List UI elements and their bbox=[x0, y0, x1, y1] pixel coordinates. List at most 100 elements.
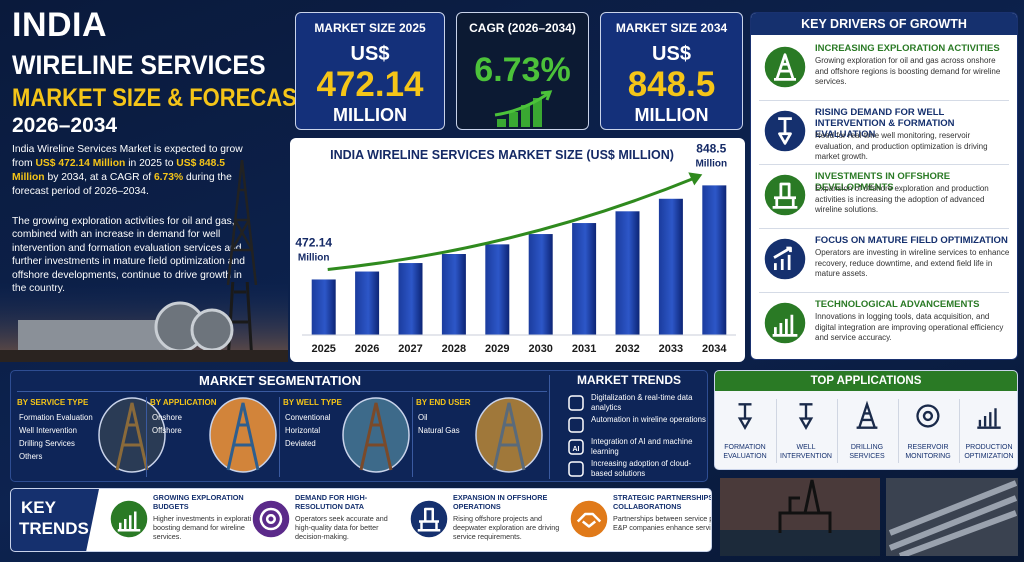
key-trend-title: DEMAND FOR HIGH-RESOLUTION DATA bbox=[295, 493, 368, 511]
bar bbox=[702, 185, 727, 335]
icon bbox=[763, 109, 807, 153]
application-glyph bbox=[916, 404, 940, 428]
growth-arrow bbox=[494, 90, 553, 117]
trend-icon-box bbox=[568, 461, 584, 477]
intro-segment: during the forecast period of 2026–2034. bbox=[12, 172, 232, 197]
driver-title: INVESTMENTS IN OFFSHORE DEVELOPMENTS bbox=[815, 171, 951, 193]
driver-divider bbox=[759, 164, 1009, 165]
trend-icon-box bbox=[568, 417, 584, 433]
icon bbox=[763, 301, 807, 345]
trend-text: Increasing adoption of cloud-based solut… bbox=[591, 459, 692, 478]
photo bbox=[209, 397, 277, 473]
kpi-prefix: US$ bbox=[652, 43, 691, 65]
driver-text: Growing exploration for oil and gas acro… bbox=[815, 56, 1001, 86]
application-divider bbox=[776, 399, 777, 463]
trend-icon-box bbox=[568, 439, 584, 455]
key-trends-title: TRENDS bbox=[19, 519, 89, 538]
years: 2026–2034 bbox=[12, 114, 118, 137]
applications-header: TOP APPLICATIONS bbox=[715, 371, 1017, 391]
application-glyph bbox=[737, 403, 753, 431]
segment-item: Offshore bbox=[152, 426, 182, 435]
segment-item: Onshore bbox=[152, 413, 182, 422]
segment-title: BY APPLICATION bbox=[150, 398, 217, 407]
application-label: WELL INTERVENTION bbox=[780, 444, 832, 460]
segment-divider bbox=[279, 397, 280, 477]
trends-divider bbox=[549, 375, 550, 479]
icon-shape bbox=[117, 511, 141, 532]
title-line: WIRELINE SERVICES bbox=[12, 50, 266, 80]
application-glyph bbox=[977, 408, 1001, 429]
truck bbox=[18, 320, 168, 350]
application-icon bbox=[856, 400, 878, 429]
rig-tower bbox=[226, 160, 258, 285]
bar bbox=[398, 263, 423, 335]
x-tick-label: 2030 bbox=[528, 343, 552, 355]
key-trend-text: Higher investments in exploration boosti… bbox=[153, 514, 260, 541]
key-trends-badge bbox=[11, 489, 99, 551]
icon-circle bbox=[763, 45, 807, 89]
application-divider bbox=[898, 399, 899, 463]
ground bbox=[0, 350, 288, 362]
bar bbox=[658, 198, 683, 335]
icon-glyph bbox=[774, 53, 796, 81]
driver-title: FOCUS ON MATURE FIELD OPTIMIZATION bbox=[815, 235, 1008, 246]
trend-text: Digitalization & real-time data analytic… bbox=[591, 393, 693, 412]
kpi-card: CAGR (2026–2034) 6.73% bbox=[456, 12, 589, 130]
icon-shape bbox=[774, 53, 796, 81]
icon-glyph bbox=[773, 246, 792, 270]
key-trends-panel: KEY TRENDS GROWING EXPLORATION BUDGETS High… bbox=[10, 488, 712, 552]
application-icon bbox=[798, 403, 814, 431]
application-glyph bbox=[798, 403, 814, 431]
bar bbox=[311, 279, 336, 335]
icon-shape bbox=[259, 507, 283, 531]
title-line: INDIA bbox=[12, 6, 108, 44]
application-shape bbox=[977, 408, 1001, 429]
icon-shape bbox=[576, 512, 602, 528]
trend-arrow bbox=[327, 175, 697, 271]
application-shape bbox=[798, 403, 814, 431]
icon-glyph bbox=[576, 512, 602, 528]
segmentation-panel: MARKET SEGMENTATION BY SERVICE TYPE Format… bbox=[10, 370, 708, 482]
photo-detail bbox=[115, 402, 149, 471]
kpi-label: MARKET SIZE 2034 bbox=[615, 21, 728, 35]
growth-bar bbox=[497, 119, 506, 127]
x-tick-label: 2031 bbox=[572, 343, 596, 355]
photo bbox=[98, 397, 166, 473]
icon-circle bbox=[569, 499, 609, 539]
icon-glyph bbox=[778, 117, 792, 145]
growth-bar bbox=[533, 98, 542, 127]
trend-icon bbox=[568, 417, 584, 433]
segment-item: Formation Evaluation bbox=[19, 413, 93, 422]
icon-shape bbox=[772, 314, 798, 337]
trend-text: Integration of AI and machine learning bbox=[591, 437, 693, 456]
icon-circle bbox=[251, 499, 291, 539]
photo bbox=[342, 397, 410, 473]
photo-platform bbox=[778, 479, 832, 533]
drivers-header: KEY DRIVERS OF GROWTH bbox=[751, 13, 1017, 35]
icon-circle bbox=[763, 237, 807, 281]
application-icon bbox=[977, 408, 1001, 429]
rig bbox=[226, 282, 254, 362]
application-glyph bbox=[856, 400, 878, 429]
icon bbox=[409, 499, 449, 539]
driver-title: TECHNOLOGICAL ADVANCEMENTS bbox=[815, 299, 980, 310]
driver-title: INCREASING EXPLORATION ACTIVITIES bbox=[815, 43, 1000, 54]
kpi-label: MARKET SIZE 2025 bbox=[314, 21, 426, 35]
icon bbox=[763, 173, 807, 217]
driver-text: Need for real-time well monitoring, rese… bbox=[815, 131, 988, 161]
photo-sea bbox=[720, 530, 880, 556]
icon bbox=[109, 499, 149, 539]
kpi-card: MARKET SIZE 2034 US$ 848.5 MILLION bbox=[600, 12, 743, 130]
key-trend-text: Rising offshore projects and deepwater e… bbox=[453, 514, 560, 541]
intro-segment: in 2025 to bbox=[125, 158, 177, 169]
application-label: FORMATION EVALUATION bbox=[723, 444, 767, 460]
intro-segment: US$ 848.5 Million bbox=[12, 158, 225, 183]
subtitle: MARKET SIZE & FORECAST bbox=[12, 84, 311, 112]
chart-title: INDIA WIRELINE SERVICES MARKET SIZE (US$… bbox=[330, 148, 674, 162]
icon-shape bbox=[772, 182, 798, 209]
trend-icon-label: AI bbox=[573, 446, 580, 453]
bar bbox=[441, 254, 466, 335]
segment-title: BY WELL TYPE bbox=[283, 398, 342, 407]
application-shape bbox=[916, 404, 940, 428]
x-tick-label: 2032 bbox=[615, 343, 639, 355]
